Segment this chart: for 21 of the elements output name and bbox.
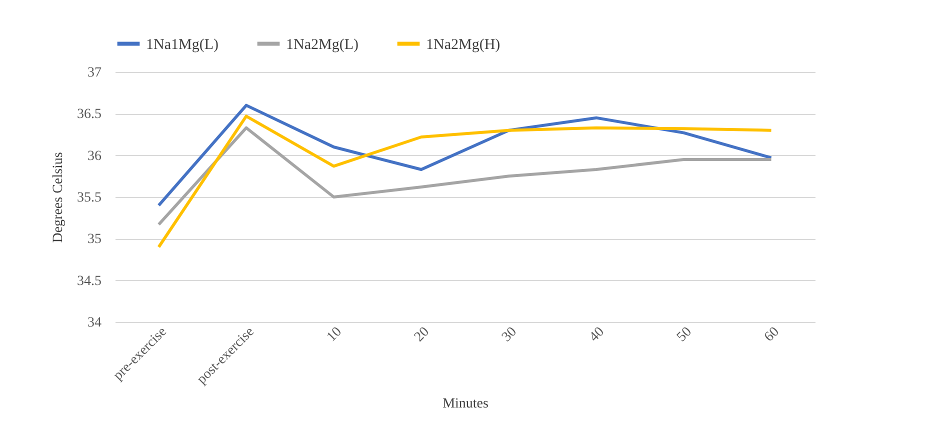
x-tick-label: 50 [674,324,695,346]
legend-label: 1Na1Mg(L) [146,36,218,53]
x-tick-label: 30 [499,324,520,346]
x-axis-title: Minutes [442,396,488,412]
legend-label: 1Na2Mg(L) [286,36,358,53]
y-tick-label: 35.5 [77,190,102,206]
x-tick-label: 10 [324,324,345,346]
x-tick-label: 40 [586,324,608,346]
y-tick-label: 34.5 [77,274,102,289]
y-tick-label: 37 [88,66,102,80]
x-tick-label: 60 [762,324,782,346]
y-tick-label: 36.5 [77,107,102,122]
y-tick-label: 36 [88,148,102,164]
y-tick-label: 35 [88,232,102,248]
line-series [157,104,773,207]
y-tick-label: 34 [88,316,102,330]
x-tick-label: 20 [412,324,432,346]
line-series [157,126,773,226]
y-axis-title: Degrees Celsius [51,152,66,243]
line-series [157,114,773,248]
legend-label: 1Na2Mg(H) [426,36,500,53]
